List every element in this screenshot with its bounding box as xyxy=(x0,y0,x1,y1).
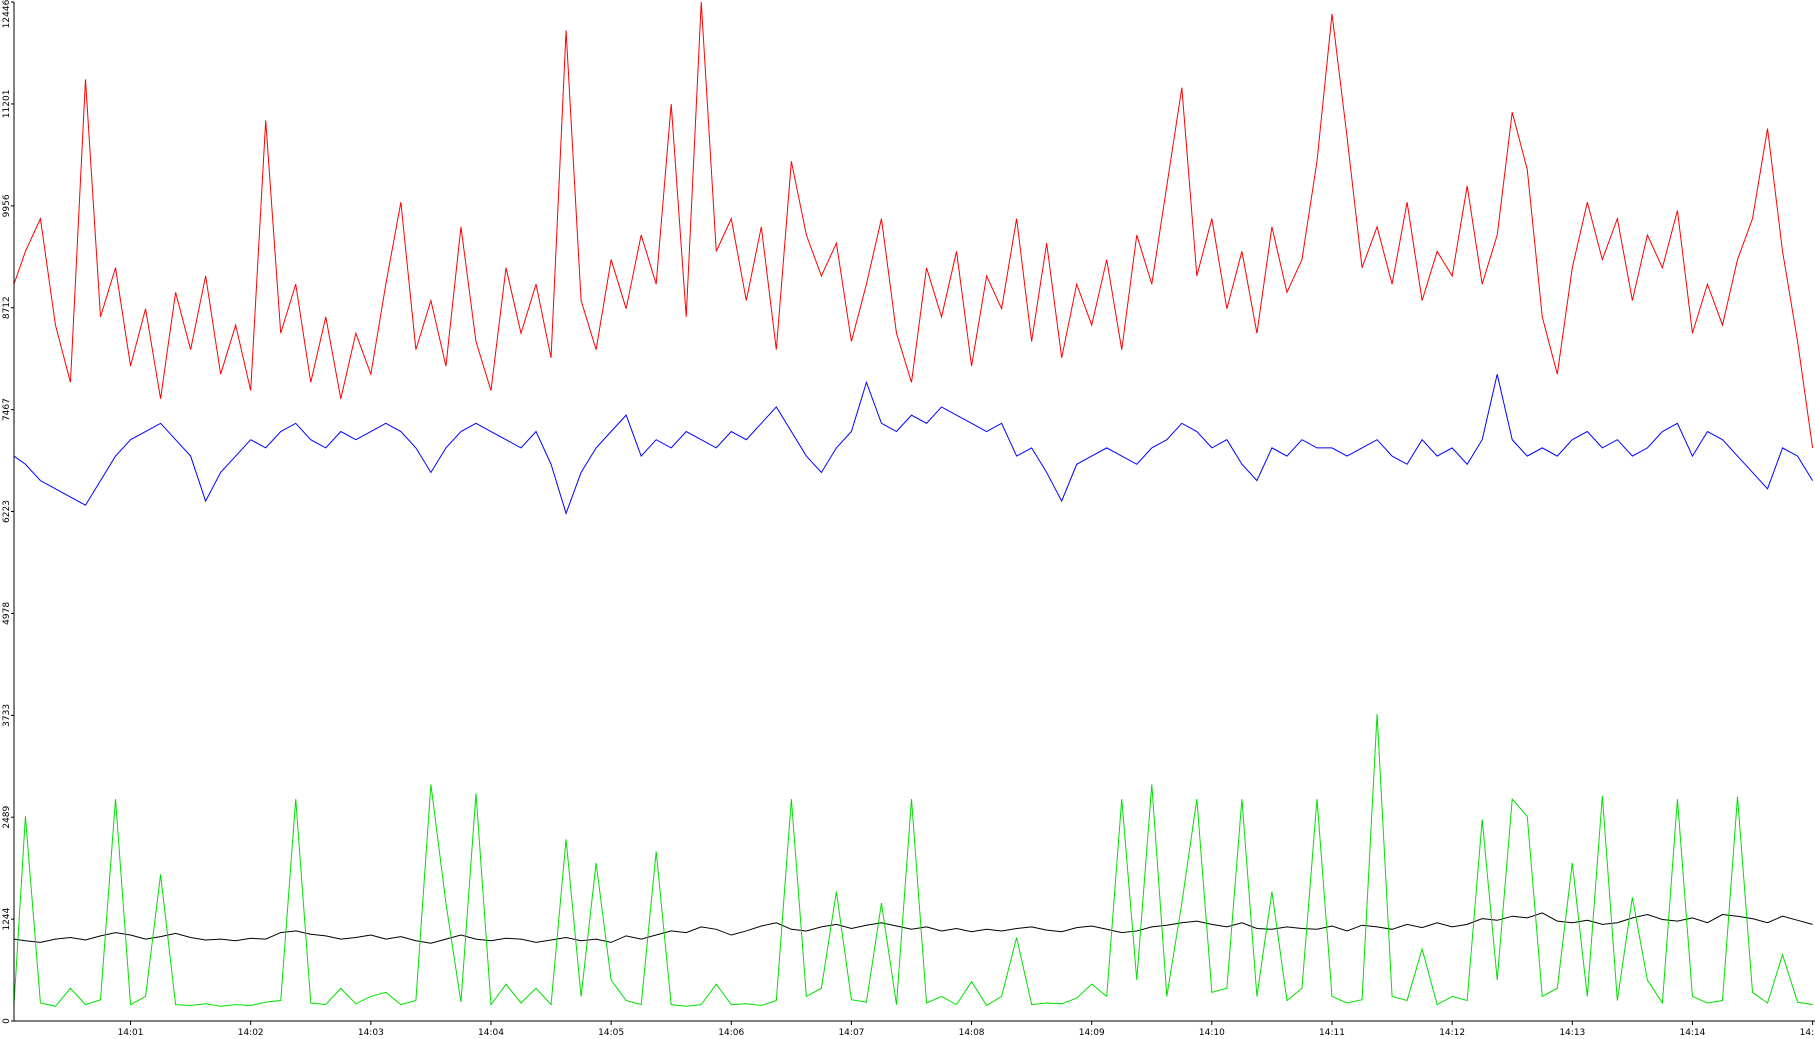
x-tick-label: 14:11 xyxy=(1319,1028,1345,1038)
y-tick-label: 9956 xyxy=(2,194,12,217)
x-tick-label: 14:10 xyxy=(1199,1028,1225,1038)
x-tick-label: 14:01 xyxy=(118,1028,144,1038)
x-tick-label: 14:12 xyxy=(1439,1028,1465,1038)
x-tick-label: 14:14 xyxy=(1679,1028,1705,1038)
x-tick-label: 14:15 xyxy=(1800,1028,1815,1038)
y-tick-label: 2489 xyxy=(2,805,12,828)
x-tick-label: 14:07 xyxy=(838,1028,864,1038)
x-tick-label: 14:09 xyxy=(1079,1028,1105,1038)
y-tick-label: 7467 xyxy=(2,398,12,421)
series-line xyxy=(13,912,1813,944)
series-line xyxy=(13,713,1813,1007)
x-tick-label: 14:06 xyxy=(718,1028,744,1038)
y-tick-label: 3733 xyxy=(2,704,12,727)
y-tick-label: 12446 xyxy=(2,0,12,28)
y-tick-label: 8712 xyxy=(2,296,12,319)
x-tick-label: 14:05 xyxy=(598,1028,624,1038)
x-tick-label: 14:04 xyxy=(478,1028,504,1038)
x-tick-label: 14:08 xyxy=(959,1028,985,1038)
y-tick-label: 11201 xyxy=(2,90,12,119)
y-tick-label: 1244 xyxy=(2,907,12,930)
series-line xyxy=(13,1,1814,448)
y-tick-label: 6223 xyxy=(2,500,12,523)
x-tick-label: 14:03 xyxy=(358,1028,384,1038)
x-tick-label: 14:13 xyxy=(1559,1028,1585,1038)
y-tick-label: 4978 xyxy=(2,602,12,625)
y-tick-label: 0 xyxy=(2,1018,12,1024)
x-tick-label: 14:02 xyxy=(238,1028,264,1038)
series-line xyxy=(13,374,1814,515)
